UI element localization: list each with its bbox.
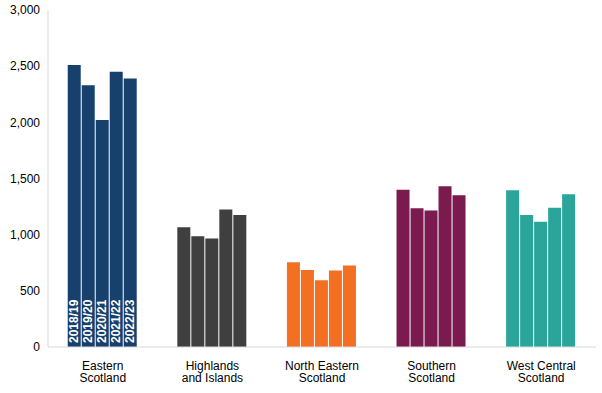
svg-text:500: 500 <box>20 284 40 298</box>
svg-text:1,000: 1,000 <box>10 228 40 242</box>
svg-text:2018/19: 2018/19 <box>67 299 81 343</box>
svg-text:2,000: 2,000 <box>10 116 40 130</box>
svg-text:EasternScotland: EasternScotland <box>79 359 126 385</box>
svg-text:2021/22: 2021/22 <box>109 299 123 343</box>
svg-text:2020/21: 2020/21 <box>95 299 109 343</box>
svg-text:3,000: 3,000 <box>10 3 40 17</box>
svg-text:North EasternScotland: North EasternScotland <box>285 359 359 385</box>
svg-text:West CentralScotland: West CentralScotland <box>507 359 576 385</box>
svg-text:0: 0 <box>33 340 40 354</box>
svg-text:Highlandsand Islands: Highlandsand Islands <box>182 359 243 385</box>
svg-text:1,500: 1,500 <box>10 172 40 186</box>
svg-text:SouthernScotland: SouthernScotland <box>407 359 456 385</box>
svg-text:2022/23: 2022/23 <box>123 299 137 343</box>
svg-text:2019/20: 2019/20 <box>81 299 95 343</box>
svg-text:2,500: 2,500 <box>10 59 40 73</box>
